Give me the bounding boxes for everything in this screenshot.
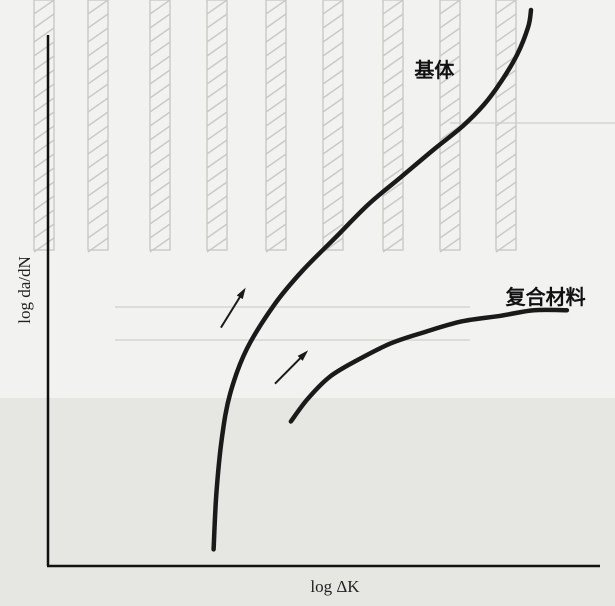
background-hatch-column — [206, 0, 228, 253]
series-layer — [211, 7, 570, 552]
series-label-2: 复合材料 — [505, 285, 586, 309]
series-line-1 — [211, 7, 534, 552]
series-label-1: 基体 — [414, 58, 455, 82]
background-lower-band — [0, 398, 615, 606]
x-axis-title: log ΔK — [310, 577, 360, 596]
series-line-2 — [288, 307, 570, 424]
y-axis-title: log da/dN — [15, 256, 34, 324]
background-hatch-column — [439, 0, 461, 253]
direction-arrow-1 — [220, 287, 246, 329]
arrow-layer — [220, 287, 309, 385]
background-hatch-column — [322, 0, 344, 253]
background-hatch-column — [382, 0, 404, 253]
background-hatch-column — [33, 0, 55, 253]
direction-arrow-2 — [274, 350, 309, 385]
axes — [46, 35, 600, 568]
background-hatch-column — [87, 0, 109, 253]
background-hatch-column — [149, 0, 171, 253]
background-hatch-column — [495, 0, 517, 253]
background-hatch-column — [265, 0, 287, 253]
